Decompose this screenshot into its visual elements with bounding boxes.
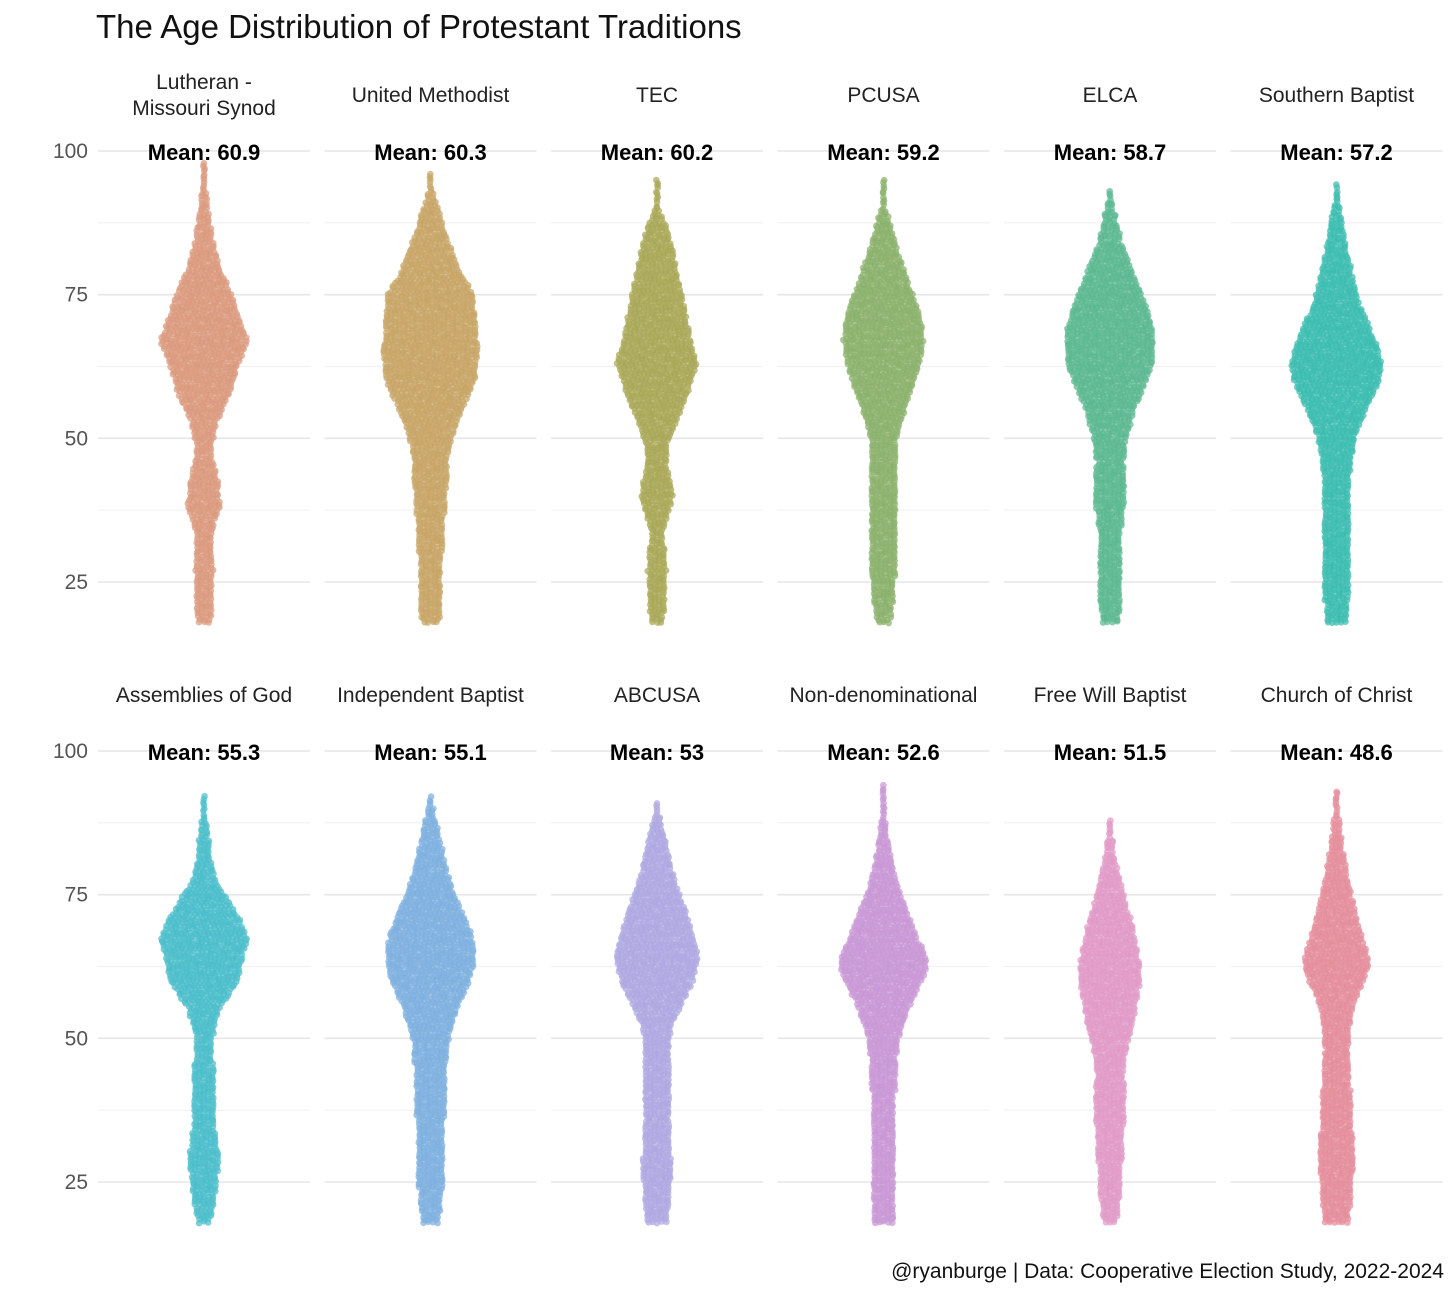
y-tick-label: 50 — [65, 427, 88, 450]
panel-strip-label: Lutheran -Missouri Synod — [132, 71, 276, 120]
panel: United Methodist Mean: 60.3 — [324, 84, 537, 626]
beeswarm-points — [613, 176, 700, 626]
mean-label: Mean: 60.9 — [148, 140, 261, 165]
panel-strip-label: PCUSA — [847, 84, 919, 107]
y-tick-label: 75 — [65, 284, 88, 307]
panel-strip-label: United Methodist — [352, 84, 510, 107]
mean-label: Mean: 60.3 — [374, 140, 487, 165]
beeswarm-points — [839, 176, 927, 627]
panel: 25 50 75 100 Lutheran -Missouri Synod Mean: 6… — [53, 71, 310, 626]
beeswarm-points — [158, 159, 250, 626]
data-point — [197, 473, 205, 480]
panels: 25 50 75 100 Lutheran -Missouri Synod Mean: 6… — [53, 71, 1443, 1227]
y-tick-label: 25 — [65, 571, 88, 594]
mean-label: Mean: 60.2 — [601, 140, 714, 165]
data-point — [200, 159, 208, 167]
data-point — [427, 170, 434, 178]
panel: TEC Mean: 60.2 — [551, 84, 763, 626]
panel-strip-label: TEC — [636, 84, 678, 107]
data-point — [653, 176, 660, 184]
beeswarm-points — [380, 170, 481, 626]
chart-title: The Age Distribution of Protestant Tradi… — [96, 8, 742, 45]
y-tick-label: 100 — [53, 140, 88, 163]
